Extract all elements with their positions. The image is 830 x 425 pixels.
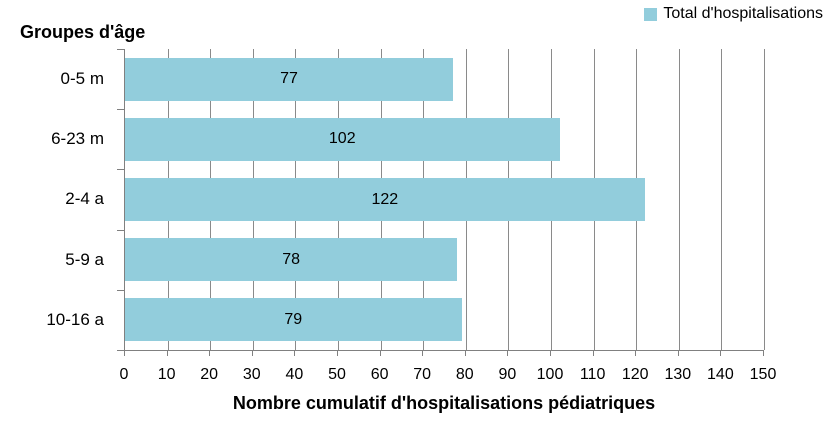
x-tick-label: 0 [119,366,129,383]
bar-value-label: 77 [280,70,298,88]
bar-value-label: 78 [282,250,301,268]
gridline [678,49,680,350]
x-tick-label: 50 [328,366,346,383]
x-tick-mark [251,350,253,356]
x-tick-mark [507,350,509,356]
x-tick-mark [464,350,466,356]
x-tick-label: 20 [200,366,219,383]
y-tick-mark [117,229,124,231]
plot-area: 77 102 122 78 79 [124,49,765,351]
gridline [721,49,723,350]
x-tick-mark [592,350,594,356]
legend-swatch-icon [644,7,658,21]
x-tick-label: 130 [664,366,692,383]
x-tick-label: 70 [413,366,432,383]
x-tick-mark [166,350,168,356]
x-tick-mark [635,350,637,356]
y-axis-category-label: 0-5 m [60,69,104,89]
x-tick-label: 120 [621,366,649,383]
x-tick-mark [124,350,125,356]
x-tick-mark [677,350,679,356]
x-tick-mark [337,350,338,356]
x-tick-label: 40 [285,366,304,383]
x-tick-label: 60 [370,366,389,383]
y-tick-mark [117,49,124,50]
bar: 78 [125,238,458,282]
x-tick-mark [209,350,211,356]
x-tick-label: 100 [536,366,564,383]
bar: 122 [125,178,645,221]
gridline [764,49,765,350]
y-tick-mark [117,350,124,351]
x-tick-label: 10 [157,366,176,383]
bar: 77 [125,57,453,101]
x-tick-mark [720,350,722,356]
y-axis-category-label: 5-9 a [65,249,104,269]
legend-label: Total d'hospitalisations [663,5,823,22]
x-tick-label: 90 [498,366,517,383]
bar-value-label: 79 [284,310,303,328]
y-axis-category-label: 2-4 a [65,189,104,209]
y-axis-category-label: 10-16 a [46,309,104,329]
x-tick-label: 110 [579,366,606,383]
bar-value-label: 102 [328,130,356,148]
bar: 102 [125,117,560,161]
legend: Total d'hospitalisations [644,5,823,23]
x-tick-mark [422,350,424,356]
y-axis-group-title: Groupes d'âge [20,22,146,42]
bar-value-label: 122 [371,190,399,208]
x-tick-mark [294,350,296,356]
y-axis-category-label: 6-23 m [51,129,104,149]
y-tick-mark [117,109,124,111]
x-tick-label: 30 [242,366,261,383]
x-tick-label: 80 [455,366,474,383]
x-axis-title: Nombre cumulatif d'hospitalisations pédi… [232,393,656,413]
x-tick-label: 140 [707,366,734,383]
y-tick-mark [117,289,124,291]
x-tick-mark [550,350,551,356]
x-tick-mark [763,350,764,356]
x-tick-label: 150 [749,366,777,383]
y-tick-mark [117,169,124,171]
x-tick-mark [379,350,381,356]
bar: 79 [125,298,462,342]
